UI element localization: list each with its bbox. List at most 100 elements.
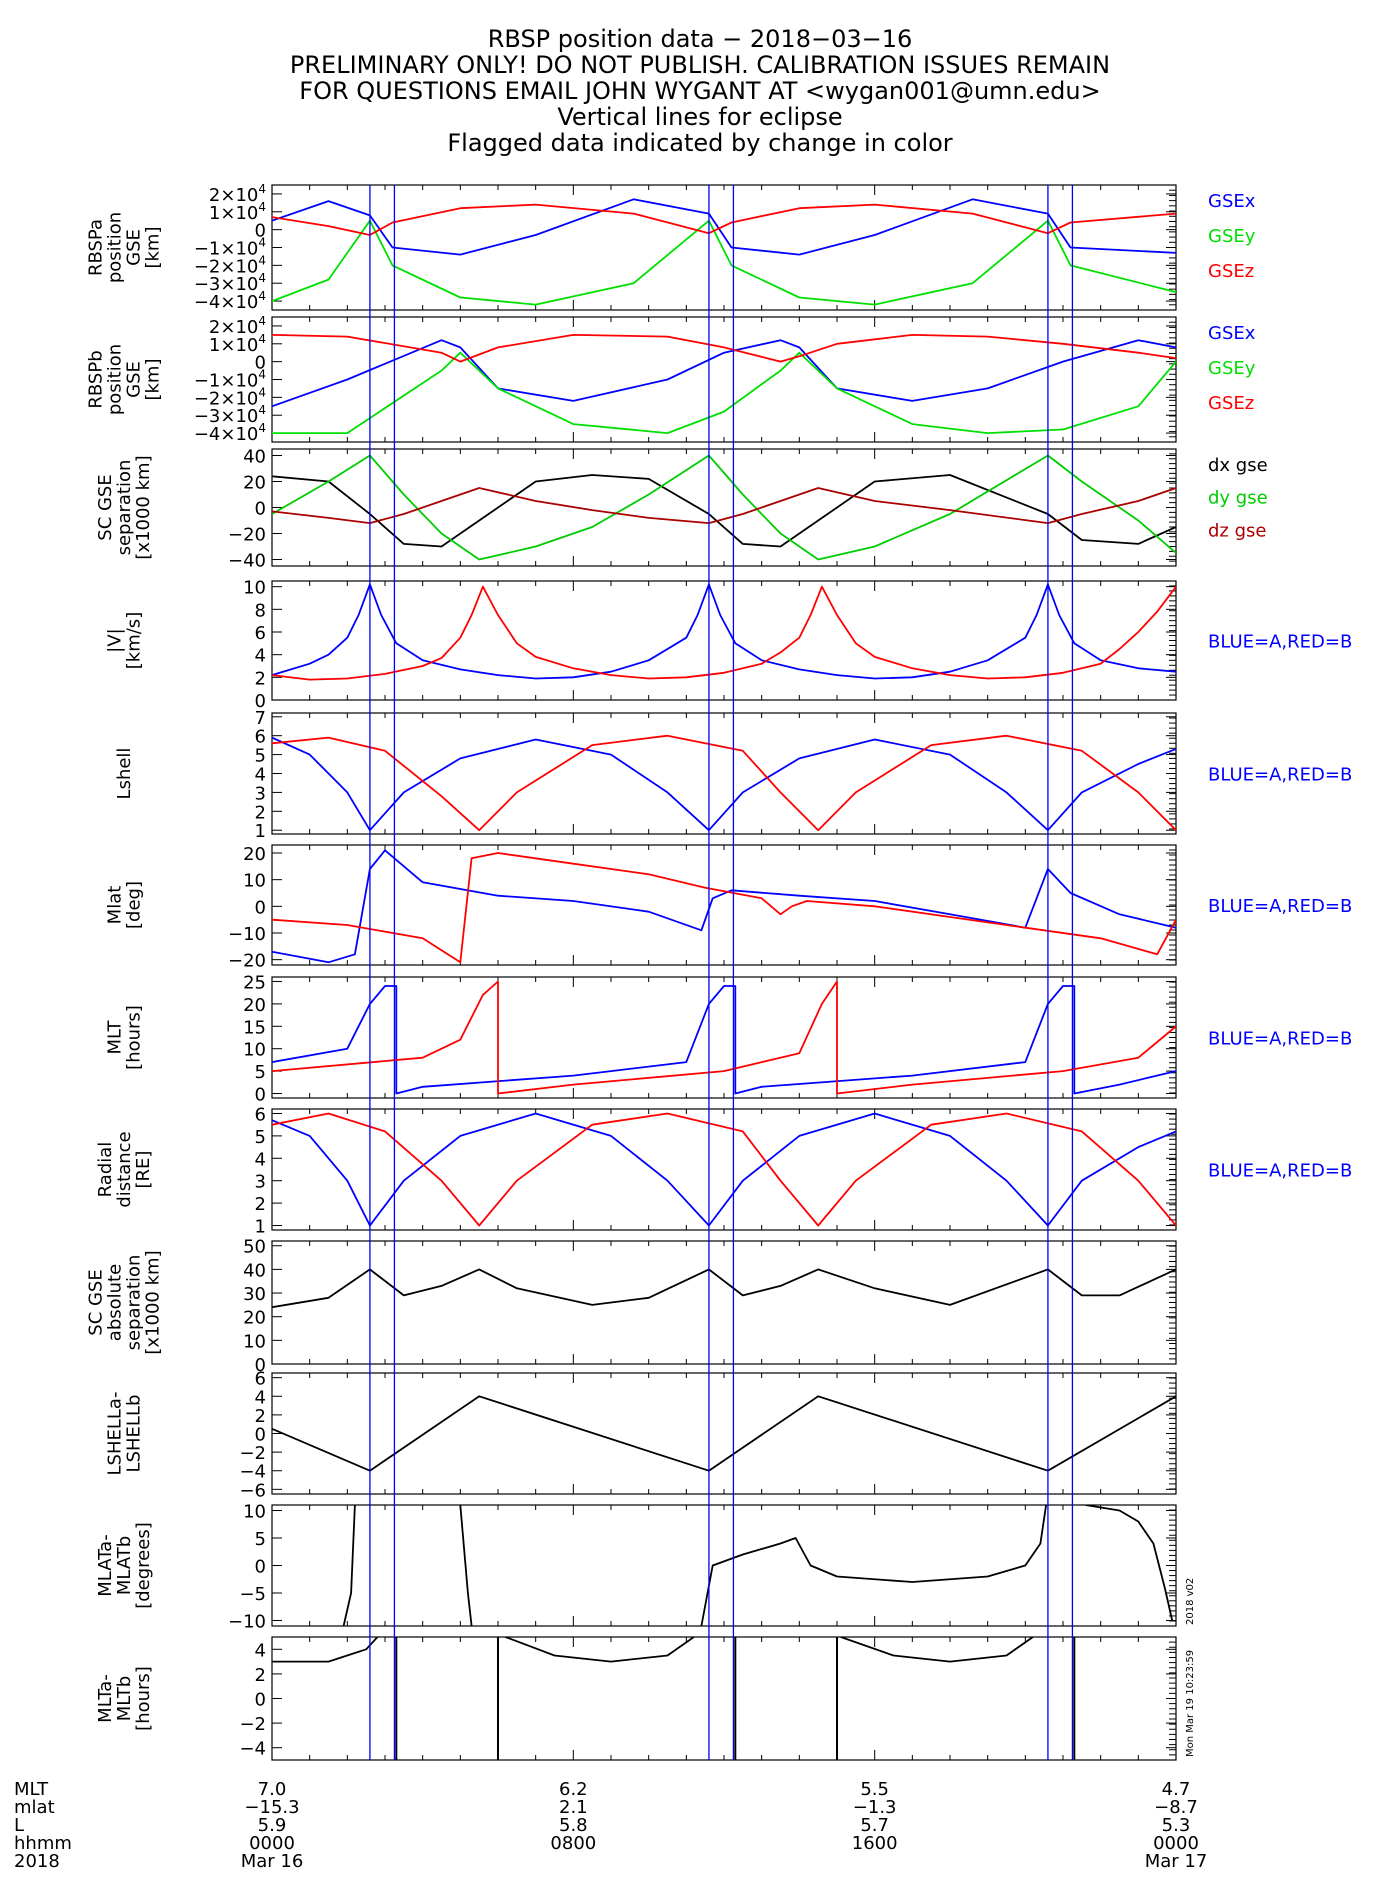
plot-area	[272, 980, 1176, 1095]
axis-label: absolute	[105, 1264, 126, 1341]
y-tick-label: 2	[255, 1406, 266, 1427]
y-tick-label: 0	[255, 1690, 266, 1711]
legend-entry: BLUE=A,RED=B	[1208, 632, 1352, 653]
y-tick-label: 5	[255, 1127, 266, 1148]
panel-12: 4 2 0 −2 −4 MLTa-MLTb[hours]	[95, 1636, 1177, 1761]
y-tick-label: −1×104	[194, 236, 266, 260]
axis-label: RBSPa	[86, 219, 107, 276]
legend-entry: dy gse	[1208, 488, 1268, 509]
panel-frame	[271, 1636, 1177, 1761]
y-tick-label: 10	[243, 578, 266, 599]
axis-label: MLTb	[114, 1676, 135, 1722]
y-tick-label: 5	[255, 1529, 266, 1550]
footer-row-label: 2018	[14, 1851, 60, 1872]
series-line	[272, 351, 1176, 435]
y-tick-label: 3	[255, 1172, 266, 1193]
footer-row-label: L	[14, 1815, 24, 1836]
legend-entry: GSEx	[1208, 323, 1256, 344]
panel-frame	[271, 316, 1177, 443]
y-tick-label: −3×104	[194, 403, 266, 427]
footer-value: 2.1	[559, 1797, 588, 1818]
footer-value: 7.0	[258, 1779, 287, 1800]
y-tick-label: 2	[255, 1194, 266, 1215]
header-eclipse-note: Vertical lines for eclipse	[557, 103, 843, 131]
y-tick-label: 20	[243, 995, 266, 1016]
series-line	[272, 333, 1176, 363]
axis-label: SC GSE	[95, 474, 116, 540]
footer-value: 6.2	[559, 1779, 588, 1800]
y-tick-label: −10	[228, 924, 266, 945]
panel-6: 20 10 0 −10 −20 Mlat[deg] BLUE=A,RED=B	[105, 844, 1353, 972]
y-tick-label: 0	[255, 1425, 266, 1446]
axis-label: [deg]	[124, 881, 145, 929]
y-tick-label: 10	[243, 871, 266, 892]
axis-label: GSE	[124, 229, 145, 266]
axis-label: Lshell	[114, 748, 135, 800]
y-tick-label: 0	[255, 1085, 266, 1106]
plot-area	[342, 1505, 1174, 1626]
y-tick-label: 2×104	[209, 182, 266, 206]
y-tick-label: −4	[239, 1739, 266, 1760]
series-line	[272, 980, 1176, 1095]
plot-area	[272, 1637, 1076, 1760]
panel-frame	[271, 184, 1177, 311]
legend-entry: GSEz	[1208, 393, 1254, 414]
y-tick-label: 8	[255, 600, 266, 621]
legend-entry: BLUE=A,RED=B	[1208, 1161, 1352, 1182]
y-tick-label: −3×104	[194, 271, 266, 295]
axis-label: position	[105, 212, 126, 283]
series-line	[272, 1637, 379, 1663]
plot-area	[272, 333, 1176, 435]
y-tick-label: 0	[255, 1355, 266, 1376]
y-tick-label: 2	[255, 1665, 266, 1686]
footer-value: 0800	[550, 1833, 596, 1854]
version-stamp: 2018 v02	[1185, 1578, 1196, 1625]
y-tick-label: −5	[239, 1584, 266, 1605]
y-tick-label: 10	[243, 1331, 266, 1352]
series-line	[272, 985, 1176, 1095]
panel-frame	[271, 1240, 1177, 1365]
y-tick-label: 4	[255, 765, 266, 786]
y-tick-label: −4×104	[194, 421, 266, 445]
legend-entry: GSEx	[1208, 191, 1256, 212]
axis-label: RBSPb	[86, 350, 107, 408]
y-tick-label: 4	[255, 1149, 266, 1170]
y-tick-label: 5	[255, 1062, 266, 1083]
axis-label: [km]	[143, 226, 164, 268]
axis-label: separation	[114, 460, 135, 556]
y-tick-label: 6	[255, 1369, 266, 1390]
y-tick-label: 20	[243, 844, 266, 865]
panel-frame	[271, 580, 1177, 701]
axis-label: [RE]	[133, 1151, 154, 1189]
y-tick-label: −40	[228, 551, 266, 572]
series-line	[1085, 1505, 1174, 1621]
y-tick-label: 3	[255, 783, 266, 804]
series-line	[272, 339, 1176, 408]
panel-frame	[271, 448, 1177, 567]
y-tick-label: 25	[243, 972, 266, 993]
footer-value: −8.7	[1154, 1797, 1198, 1818]
legend-entry: GSEz	[1208, 261, 1254, 282]
eclipse-lines	[369, 185, 1074, 1760]
y-tick-label: −6	[239, 1480, 266, 1501]
legend-entry: BLUE=A,RED=B	[1208, 896, 1352, 917]
y-tick-label: −4	[239, 1462, 266, 1483]
y-tick-label: 0	[255, 353, 266, 374]
panel-frame	[271, 1372, 1177, 1495]
y-tick-label: −4×104	[194, 289, 266, 313]
y-tick-label: 1	[255, 821, 266, 842]
header-warning: PRELIMINARY ONLY! DO NOT PUBLISH. CALIBR…	[289, 51, 1111, 79]
axis-label: [km/s]	[124, 612, 145, 669]
y-tick-label: 2	[255, 802, 266, 823]
y-tick-label: 6	[255, 1104, 266, 1125]
panel-frame	[271, 1504, 1177, 1627]
y-tick-label: 40	[243, 1260, 266, 1281]
axis-label: MLT	[105, 1019, 126, 1054]
axis-label: MLATb	[114, 1536, 135, 1595]
axis-label: [x1000 km]	[133, 455, 154, 559]
y-tick-label: 4	[255, 1387, 266, 1408]
legend-entry: BLUE=A,RED=B	[1208, 1029, 1352, 1050]
